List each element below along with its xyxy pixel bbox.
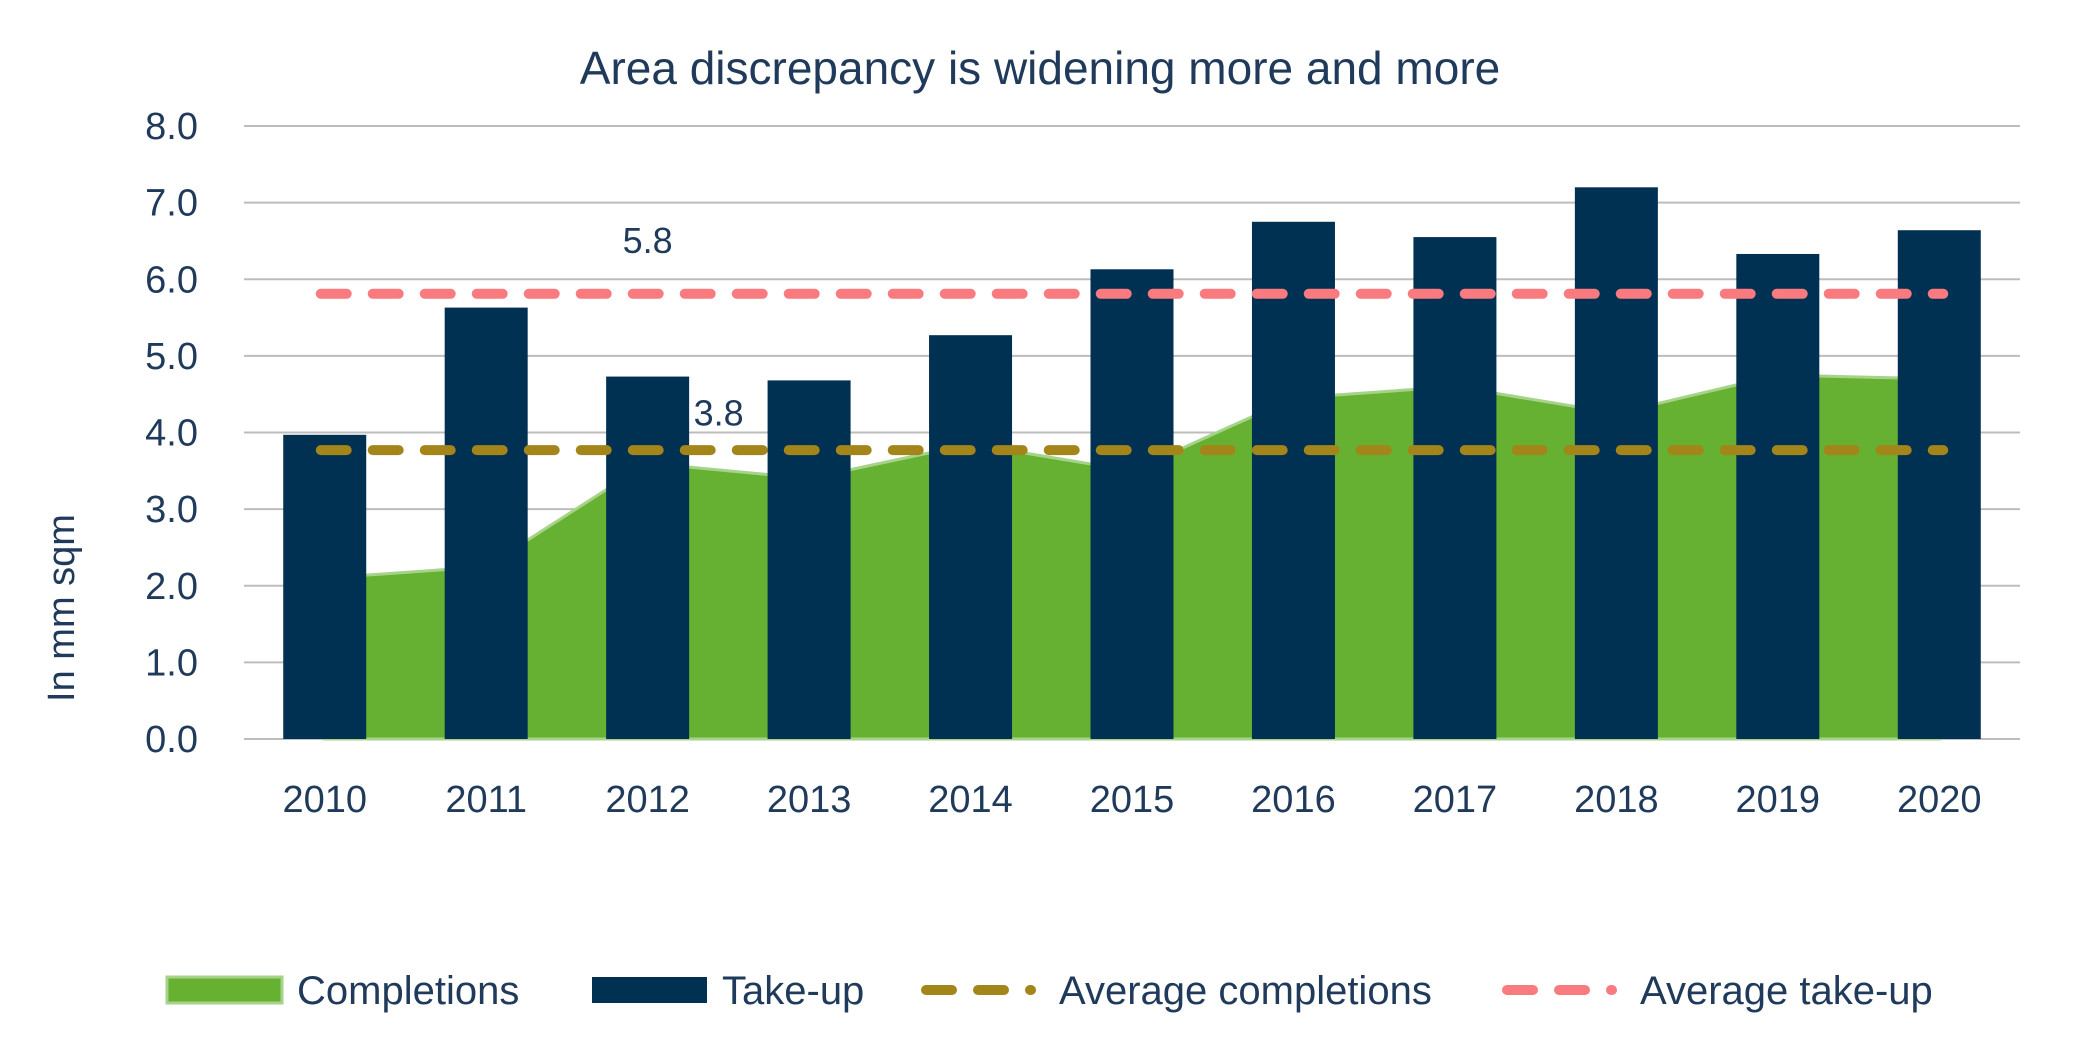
bar-take-up-2020 <box>1897 230 1981 739</box>
y-tick-label: 7.0 <box>145 183 198 225</box>
legend-item-average-take-up: Average take-up <box>1502 969 1933 1013</box>
x-tick-label: 2015 <box>1090 779 1175 821</box>
bar-take-up-2010 <box>283 434 367 739</box>
x-tick-label: 2016 <box>1251 779 1336 821</box>
y-tick-label: 3.0 <box>145 489 198 531</box>
x-tick-label: 2018 <box>1574 779 1659 821</box>
y-axis-title: In mm sqm <box>41 514 83 702</box>
x-tick-label: 2011 <box>445 779 527 821</box>
y-tick-label: 4.0 <box>145 413 198 455</box>
x-tick-label: 2019 <box>1736 779 1821 821</box>
annotation-label: 3.8 <box>694 392 744 433</box>
legend: Completions Take-up Average completions Ave… <box>165 969 1933 1013</box>
average-lines <box>315 288 1949 456</box>
bar-take-up-2016 <box>1251 221 1335 739</box>
x-tick-label: 2020 <box>1897 779 1982 821</box>
x-tick-label: 2010 <box>282 779 367 821</box>
x-tick-label: 2017 <box>1413 779 1498 821</box>
y-tick-label: 5.0 <box>145 336 198 378</box>
bar-take-up-2018 <box>1574 187 1658 740</box>
annotations: 5.8 3.8 <box>623 220 744 433</box>
legend-label: Average take-up <box>1640 969 1933 1013</box>
y-tick-label: 6.0 <box>145 259 198 301</box>
bar-take-up-2015 <box>1090 269 1174 739</box>
y-tick-label: 0.0 <box>145 719 198 761</box>
legend-swatch <box>592 977 707 1003</box>
legend-swatch <box>165 975 284 1005</box>
legend-item-completions: Completions <box>165 969 519 1013</box>
bar-take-up-2019 <box>1736 253 1820 739</box>
chart-title: Area discrepancy is widening more and mo… <box>580 42 1500 94</box>
x-tick-label: 2012 <box>605 779 690 821</box>
bar-take-up-2014 <box>929 335 1013 739</box>
annotation-label: 5.8 <box>623 220 673 261</box>
x-tick-label: 2014 <box>928 779 1013 821</box>
legend-item-take-up: Take-up <box>592 969 864 1013</box>
bar-take-up-2017 <box>1413 237 1497 739</box>
legend-label: Average completions <box>1059 969 1432 1013</box>
x-axis-ticks: 2010 2011 2012 2013 2014 2015 2016 2017 2018 2019… <box>282 779 1981 821</box>
legend-item-average-completions: Average completions <box>921 969 1432 1013</box>
bar-take-up-2012 <box>606 376 690 739</box>
bar-take-up-2011 <box>444 307 528 739</box>
y-tick-label: 2.0 <box>145 566 198 608</box>
bar-take-up-2013 <box>767 380 851 739</box>
legend-label: Completions <box>297 969 519 1013</box>
take-up-bars <box>283 187 1981 740</box>
legend-label: Take-up <box>722 969 864 1013</box>
y-axis-ticks: 0.0 1.0 2.0 3.0 4.0 5.0 6.0 7.0 8.0 <box>145 106 198 761</box>
y-tick-label: 8.0 <box>145 106 198 148</box>
x-tick-label: 2013 <box>767 779 852 821</box>
y-tick-label: 1.0 <box>145 642 198 684</box>
